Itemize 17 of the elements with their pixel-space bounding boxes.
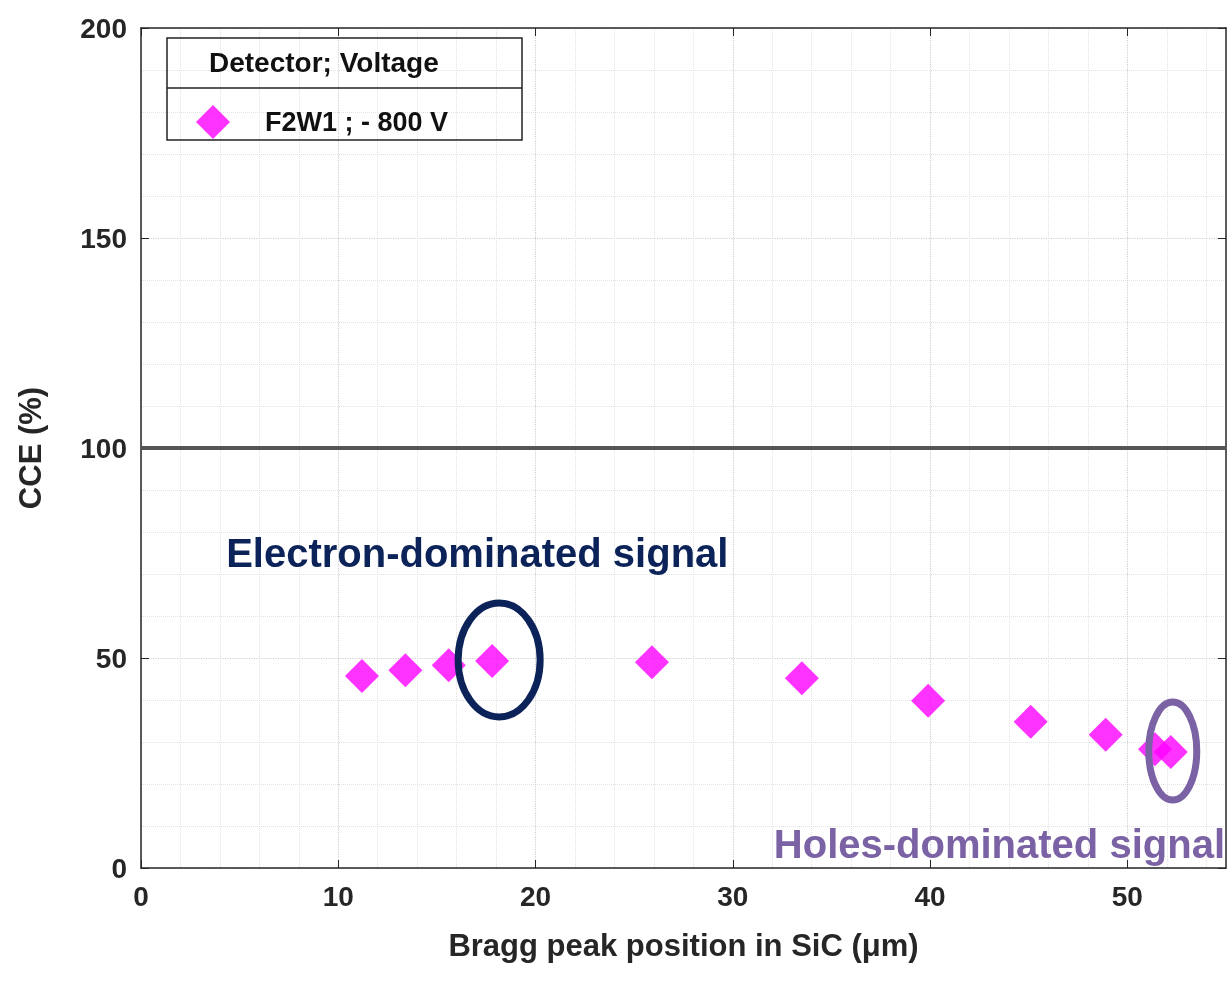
y-tick-label: 100 (80, 432, 127, 464)
x-axis-title: Bragg peak position in SiC (μm) (448, 928, 919, 963)
x-tick-label: 0 (133, 880, 149, 912)
y-tick-label: 50 (95, 642, 127, 674)
x-tick-label: 40 (914, 880, 946, 912)
x-tick-label: 20 (519, 880, 552, 912)
legend-label: F2W1 ; - 800 V (265, 107, 449, 137)
y-tick-label: 0 (111, 852, 127, 884)
x-tick-label: 10 (322, 880, 354, 912)
y-tick-label: 150 (80, 222, 127, 254)
annotation: Electron-dominated signal (226, 530, 729, 575)
x-tick-label: 30 (717, 880, 749, 912)
y-axis-title: CCE (%) (13, 386, 48, 510)
y-tick-label: 200 (80, 12, 127, 44)
annotation: Holes-dominated signal (773, 822, 1225, 867)
legend-title: Detector; Voltage (209, 46, 439, 78)
x-tick-label: 50 (1111, 880, 1143, 912)
